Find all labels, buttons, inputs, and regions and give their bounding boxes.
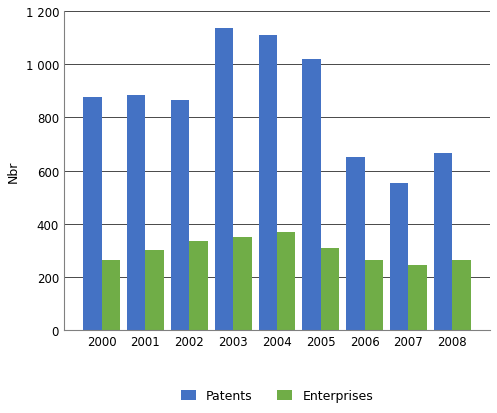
Bar — [346, 158, 365, 330]
Bar — [452, 260, 471, 330]
Bar — [171, 101, 189, 330]
Bar — [146, 251, 164, 330]
Bar — [258, 36, 277, 330]
Bar — [233, 237, 251, 330]
Bar — [277, 232, 295, 330]
Bar — [409, 266, 427, 330]
Bar — [102, 261, 120, 330]
Bar — [390, 183, 409, 330]
Bar — [127, 95, 146, 330]
Legend: Patents, Enterprises: Patents, Enterprises — [176, 385, 378, 407]
Bar — [321, 248, 339, 330]
Bar — [365, 261, 383, 330]
Y-axis label: Nbr: Nbr — [7, 160, 20, 182]
Bar — [434, 154, 452, 330]
Bar — [189, 242, 208, 330]
Bar — [215, 29, 233, 330]
Bar — [83, 98, 102, 330]
Bar — [302, 60, 321, 330]
